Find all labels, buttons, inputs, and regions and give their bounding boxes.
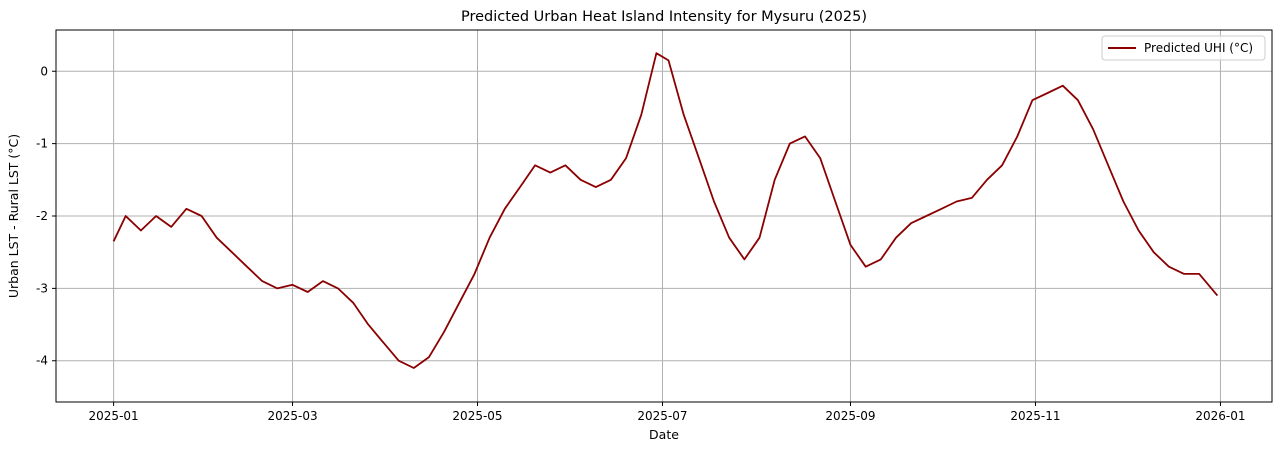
y-tick-label: -4 [36, 354, 48, 368]
y-axis-ticks: 0 -1 -2 -3 -4 [36, 64, 56, 368]
y-axis-label: Urban LST - Rural LST (°C) [6, 134, 21, 298]
x-tick-label: 2026-01 [1195, 409, 1245, 423]
legend-box [1101, 35, 1266, 61]
legend: Predicted UHI (°C) [1101, 35, 1266, 61]
chart-title: Predicted Urban Heat Island Intensity fo… [461, 9, 867, 25]
series-line [112, 52, 1219, 369]
x-tick-label: 2025-09 [825, 409, 875, 423]
grid [56, 30, 1272, 402]
y-tick-label: -2 [36, 209, 48, 223]
y-tick-label: -1 [36, 137, 48, 151]
x-tick-label: 2025-01 [89, 409, 139, 423]
legend-label: Predicted UHI (°C) [1144, 41, 1253, 55]
x-axis-ticks: 2025-01 2025-03 2025-05 2025-07 2025-09 2025-… [89, 402, 1246, 423]
x-tick-label: 2025-03 [267, 409, 317, 423]
x-tick-label: 2025-05 [452, 409, 502, 423]
series-layer [112, 52, 1219, 369]
y-tick-label: -3 [36, 281, 48, 295]
x-axis-label: Date [649, 427, 679, 442]
x-tick-label: 2025-11 [1010, 409, 1060, 423]
y-tick-label: 0 [40, 64, 48, 78]
x-tick-label: 2025-07 [637, 409, 687, 423]
